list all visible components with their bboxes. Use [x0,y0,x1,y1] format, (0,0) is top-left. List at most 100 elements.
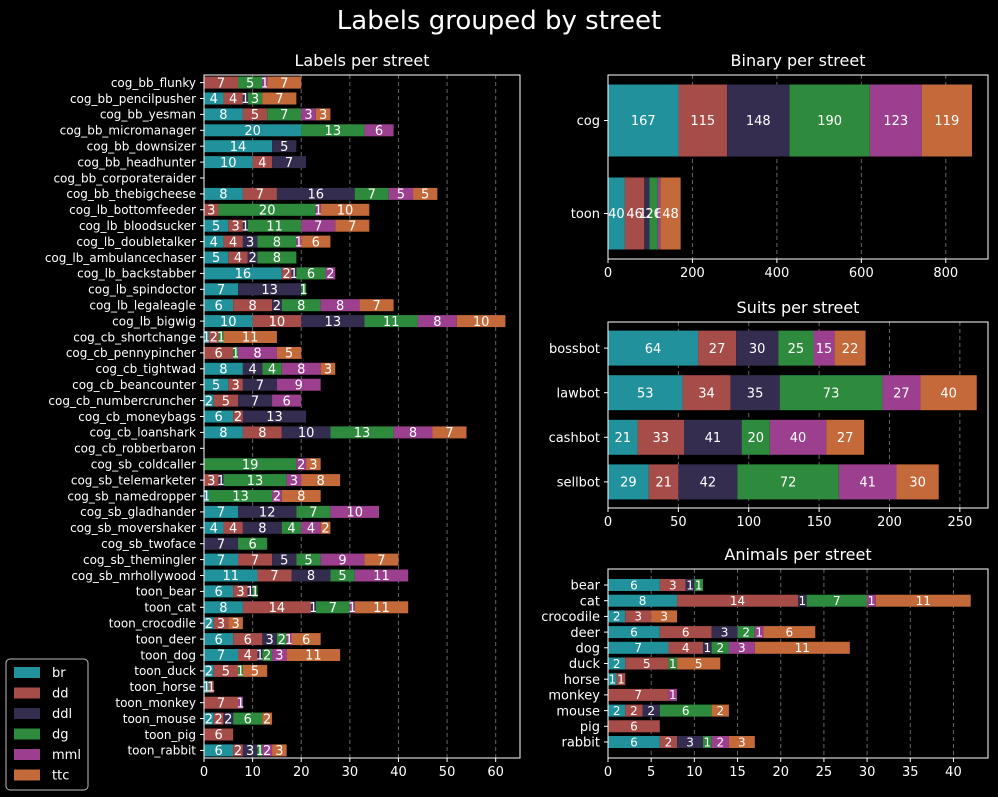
category-label: toon_pig [144,728,196,742]
data-label: 1 [669,688,677,702]
bar-segment [310,601,316,614]
data-label: 123 [883,114,908,129]
bar-segment [257,235,297,248]
data-label: 2 [224,712,232,727]
bar-segment [296,458,307,471]
bar-segment [204,187,243,200]
category-label: dog [576,641,600,656]
data-label: 2 [214,712,222,727]
data-label: 20 [244,124,261,139]
bar-segment [668,688,678,701]
data-label: 1 [285,633,293,648]
category-label: bossbot [549,342,600,357]
data-label: 10 [298,426,315,441]
panel-title: Animals per street [724,545,871,564]
data-label: 8 [248,299,256,314]
bar-segment [257,251,297,264]
category-label: toon_cat [144,601,196,615]
x-tick-label: 30 [859,765,876,780]
data-label: 2 [716,735,724,749]
axes-frame [607,321,989,509]
x-tick-label: 20 [772,765,789,780]
data-label: 119 [934,114,959,129]
chart-panel-1: Binary per street 167 115 148 190 123 119 cog 40… [571,51,989,281]
bar-segment [238,537,268,550]
data-label: 2 [613,704,621,718]
bar-segment [354,187,389,200]
category-label: cat [580,594,600,609]
data-label: 3 [217,617,225,632]
bar-segment [204,219,229,232]
data-label: 40 [790,431,807,446]
x-tick-label: 0 [604,266,612,281]
bar-segment [668,641,703,654]
legend-swatch-ttc [14,769,40,781]
data-label: 2 [630,704,638,718]
bar-segment [413,187,438,200]
data-label: 1 [686,578,694,592]
category-label: cog_bb_flunky [111,76,196,90]
data-label: 6 [630,625,638,639]
data-label: 3 [236,585,244,600]
category-label: cog_sb_gladhander [80,505,196,519]
bar-segment [798,594,807,607]
bar-segment [204,251,229,264]
data-label: 8 [307,569,315,584]
axes-frame [607,74,989,260]
category-label: toon_horse [129,680,196,694]
bar-segment [320,299,360,312]
bar-segment [238,505,297,518]
legend-label-ttc: ttc [52,769,69,784]
data-label: 16 [235,267,252,282]
data-label: 1 [241,92,249,107]
data-label: 5 [251,108,259,123]
bar-segment [608,704,626,717]
bar-segment [364,124,394,137]
bar-segment [711,641,729,654]
category-label: cashbot [549,431,600,446]
bar-segment [349,601,355,614]
bar-segment [286,474,302,487]
bar-segment [296,267,326,280]
data-label: 8 [297,490,305,505]
panel-title: Suits per street [737,298,860,317]
data-label: 7 [377,553,385,568]
x-tick-label: 20 [293,765,310,780]
data-label: 5 [695,657,703,671]
data-label: 2 [234,410,242,425]
bar-segment [213,394,239,407]
bar-segment [320,203,370,216]
x-tick-label: 10 [244,765,261,780]
bar-segment [281,521,302,534]
bar-segment [301,124,365,137]
bar-segment [233,712,263,725]
bar-segment [233,299,273,312]
bar-segment [711,626,738,639]
data-label: 5 [421,188,429,203]
figure-title: Labels grouped by street [336,6,662,36]
bar-segment [291,267,297,280]
data-label: 3 [231,378,239,393]
bar-segment [281,362,321,375]
bar-segment [238,696,243,709]
category-label: cog_lb_legaleagle [89,299,196,313]
data-label: 7 [314,219,322,234]
bar-segment [204,521,224,534]
data-label: 115 [690,114,715,129]
bar-segment [208,331,219,343]
bar-segment [281,299,321,312]
bar-segment [204,124,302,137]
data-label: 34 [698,386,715,401]
data-label: 5 [280,140,288,155]
legend-swatch-dd [14,687,40,699]
category-label: cog_lb_doubletalker [76,235,196,249]
data-label: 14 [230,140,247,155]
bar-segment [276,378,321,391]
bar-segment [684,419,742,455]
data-label: 6 [655,207,663,222]
data-label: 11 [916,594,931,608]
bar-segment [204,203,219,216]
bar-segment [354,601,409,614]
bar-segment [204,331,209,343]
bar-segment [204,569,258,582]
